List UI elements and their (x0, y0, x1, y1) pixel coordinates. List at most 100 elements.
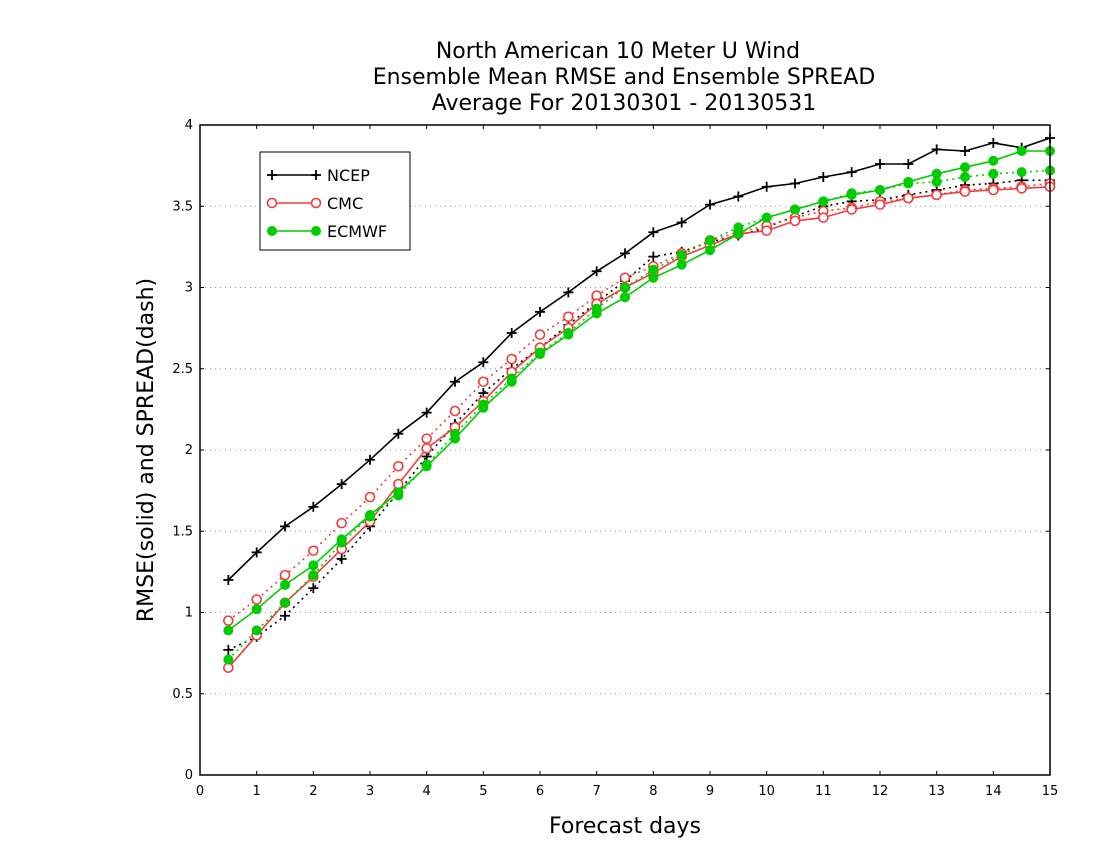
ecmwf-rmse-point (280, 579, 290, 590)
ecmwf-spread-point (676, 250, 687, 260)
x-tick-label: 6 (536, 784, 544, 799)
ncep-spread-line (227, 179, 1050, 651)
cmc-rmse-point (988, 184, 999, 196)
y-tick-label: 0.5 (172, 687, 193, 702)
ecmwf-rmse-point (535, 349, 545, 360)
x-tick-label: 10 (758, 784, 775, 799)
cmc-spread-point (478, 376, 489, 388)
cmc-spread-line (227, 182, 1051, 622)
ecmwf-rmse-point (336, 534, 347, 545)
ecmwf-rmse-point (931, 168, 942, 179)
x-axis-label: Forecast days (549, 814, 701, 839)
y-tick-label: 0 (185, 768, 193, 783)
chart-title: North American 10 Meter U Wind Ensemble … (373, 39, 876, 116)
cmc-spread-point (619, 272, 631, 284)
cmc-rmse-point (818, 212, 829, 223)
cmc-rmse-point (789, 215, 801, 227)
x-tick-label: 14 (985, 784, 1002, 799)
x-tick-label: 13 (928, 784, 945, 799)
cmc-spread-point (308, 545, 319, 557)
legend-box (259, 151, 411, 251)
cmc-rmse-point (846, 204, 857, 215)
y-axis: 0 0.5 1 1.5 2 2.5 3 3.5 4 (172, 118, 1050, 783)
cmc-rmse-point (903, 192, 914, 204)
x-tick-label: 9 (706, 784, 714, 799)
ecmwf-rmse-point (251, 604, 262, 615)
x-tick-label: 3 (366, 784, 374, 799)
cmc-spread-point (449, 405, 461, 417)
ecmwf-rmse-point (903, 176, 914, 187)
x-tick-label: 8 (649, 784, 657, 799)
x-tick-label: 11 (815, 784, 832, 799)
cmc-spread-point (506, 353, 517, 365)
x-tick-label: 7 (593, 784, 601, 799)
ecmwf-rmse-point (478, 402, 489, 413)
ecmwf-rmse-point (591, 308, 602, 319)
cmc-spread-point (279, 569, 291, 581)
ecmwf-rmse-point (563, 329, 574, 340)
cmc-rmse-point (959, 186, 971, 197)
cmc-rmse-point (874, 199, 886, 210)
x-tick-label: 2 (309, 784, 317, 799)
ecmwf-rmse-point (365, 510, 375, 520)
ecmwf-rmse-point (421, 461, 432, 472)
x-tick-label: 15 (1042, 784, 1059, 799)
ncep-rmse-line (227, 137, 1051, 581)
cmc-rmse-point (1016, 183, 1027, 194)
y-tick-label: 2 (185, 443, 193, 458)
ecmwf-rmse-point (818, 196, 829, 207)
legend: NCEP CMC ECMWF (259, 151, 411, 251)
cmc-spread-point (364, 491, 376, 503)
ecmwf-spread-point (960, 172, 970, 182)
cmc-spread-point (421, 433, 432, 444)
y-tick-label: 2.5 (172, 362, 193, 377)
ecmwf-rmse-point (960, 162, 970, 173)
x-tick-label: 12 (872, 784, 889, 799)
ecmwf-rmse-point (705, 245, 715, 256)
ecmwf-rmse-point (1016, 146, 1027, 156)
legend-label-cmc: CMC (327, 194, 363, 213)
ecmwf-rmse-point (733, 228, 744, 239)
cmc-rmse-point (761, 225, 772, 236)
ecmwf-rmse-point (676, 259, 687, 270)
ecmwf-rmse-point (790, 204, 800, 215)
cmc-spread-point (251, 594, 262, 605)
chart-title-line-2: Ensemble Mean RMSE and Ensemble SPREAD (373, 65, 876, 90)
series-layer (223, 133, 1056, 674)
cmc-rmse-line (227, 186, 1051, 669)
ecmwf-rmse-point (223, 625, 234, 636)
y-tick-label: 1.5 (172, 524, 193, 539)
x-tick-label: 0 (196, 784, 204, 799)
ecmwf-rmse-point (988, 155, 999, 166)
x-axis: 0 1 2 3 4 5 6 7 8 9 10 11 12 13 14 15 (196, 125, 1058, 799)
ecmwf-spread-point (280, 597, 290, 608)
ecmwf-spread-point (620, 282, 630, 293)
cmc-spread-point (336, 517, 347, 529)
ecmwf-rmse-point (648, 272, 659, 283)
ecmwf-spread-point (251, 625, 262, 636)
y-tick-label: 3.5 (172, 199, 193, 214)
cmc-rmse-point (421, 443, 432, 454)
ecmwf-spread-point (705, 235, 715, 246)
ecmwf-rmse-point (761, 212, 772, 223)
legend-label-ecmwf: ECMWF (327, 222, 387, 241)
y-axis-label: RMSE(solid) and SPREAD(dash) (134, 278, 159, 622)
ecmwf-spread-point (308, 570, 319, 581)
cmc-spread-point (534, 329, 546, 340)
x-tick-label: 4 (423, 784, 431, 799)
ecmwf-rmse-point (875, 185, 885, 195)
cmc-spread-point (563, 311, 574, 323)
x-tick-label: 1 (253, 784, 261, 799)
chart-title-line-3: Average For 20130301 - 20130531 (432, 91, 817, 116)
ecmwf-spread-point (1016, 167, 1027, 178)
legend-marker-ecmwf (267, 226, 277, 236)
legend-marker-cmc (310, 197, 322, 209)
cmc-spread-point (393, 460, 404, 472)
legend-marker-cmc (266, 197, 278, 209)
ecmwf-rmse-point (846, 189, 857, 200)
chart-title-line-1: North American 10 Meter U Wind (436, 39, 800, 64)
ecmwf-spread-point (988, 168, 999, 179)
cmc-spread-point (223, 615, 234, 626)
legend-label-ncep: NCEP (327, 166, 370, 185)
